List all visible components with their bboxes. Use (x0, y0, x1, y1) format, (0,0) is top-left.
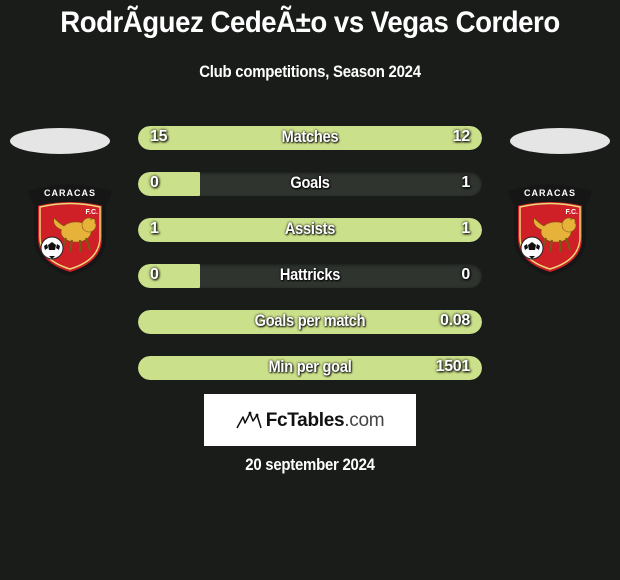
footer-date: 20 september 2024 (37, 455, 583, 475)
stat-row: Matches15 12 (138, 126, 482, 150)
stat-value-right: 0 (461, 264, 470, 286)
stat-value-right: 1501 (436, 356, 470, 378)
stat-label: Assists (162, 218, 458, 240)
stat-label: Goals per match (162, 310, 458, 332)
site-brand: FcTables (266, 410, 345, 431)
site-attribution-text: FcTables.com (266, 410, 385, 432)
stat-row: Goals per match0.08 (138, 310, 482, 334)
stat-value-right: 12 (453, 126, 470, 148)
club-crest-right: CARACAS F.C. (500, 176, 600, 276)
svg-text:CARACAS: CARACAS (44, 188, 96, 198)
stat-row: Hattricks0 0 (138, 264, 482, 288)
svg-text:F.C.: F.C. (566, 209, 579, 216)
stat-row: Assists1 1 (138, 218, 482, 242)
stat-label: Min per goal (162, 356, 458, 378)
club-crest-left: CARACAS F.C. (20, 176, 120, 276)
subtitle: Club competitions, Season 2024 (37, 62, 583, 82)
stat-value-left: 0 (150, 264, 159, 286)
stat-value-left: 1 (150, 218, 159, 240)
player-oval-right (510, 128, 610, 154)
stat-label: Hattricks (162, 264, 458, 286)
stat-value-left: 15 (150, 126, 167, 148)
stat-row: Min per goal1501 (138, 356, 482, 380)
site-attribution: FcTables.com (204, 394, 416, 446)
player-oval-left (10, 128, 110, 154)
site-domain: .com (344, 410, 384, 431)
stat-label: Goals (162, 172, 458, 194)
stat-value-left: 0 (150, 172, 159, 194)
svg-text:F.C.: F.C. (86, 209, 99, 216)
stat-row: Goals0 1 (138, 172, 482, 196)
stat-value-right: 1 (461, 172, 470, 194)
stat-bars: Matches1512Goals01Assists11Hattricks00Go… (138, 126, 482, 402)
fctables-logo-icon (236, 411, 262, 429)
stat-value-right: 1 (461, 218, 470, 240)
stat-value-right: 0.08 (440, 310, 470, 332)
page-title: RodrÃ­guez CedeÃ±o vs Vegas Cordero (25, 6, 595, 40)
stat-label: Matches (162, 126, 458, 148)
comparison-infographic: RodrÃ­guez CedeÃ±o vs Vegas Cordero Club… (0, 0, 620, 580)
svg-text:CARACAS: CARACAS (524, 188, 576, 198)
